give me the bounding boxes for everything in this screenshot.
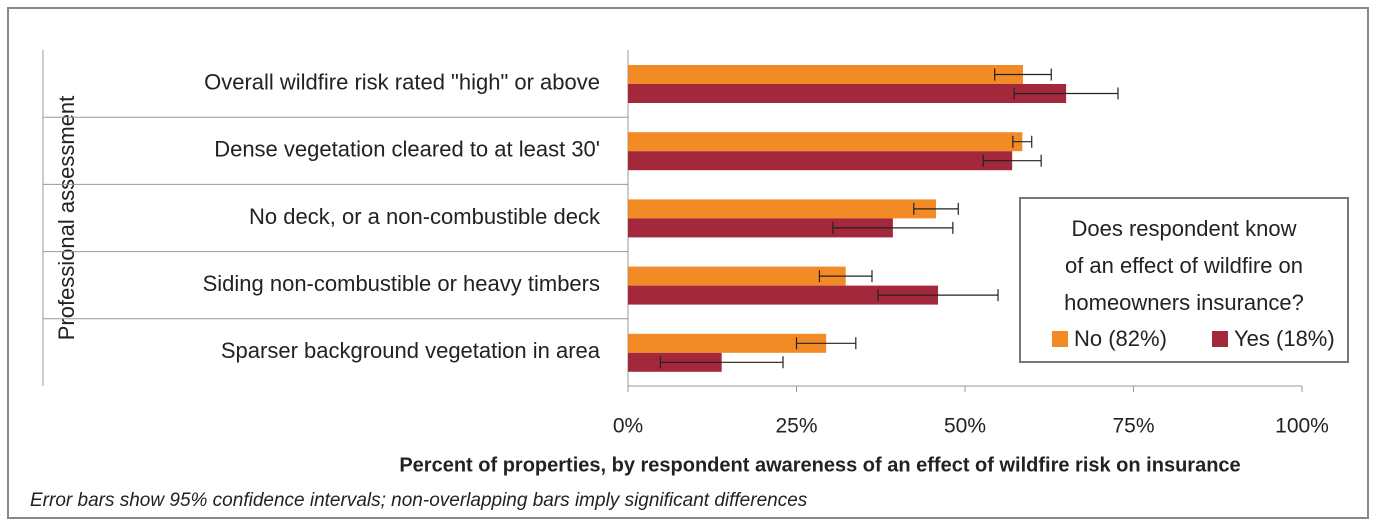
x-tick-label: 100% bbox=[1275, 415, 1329, 438]
bar bbox=[628, 65, 1023, 84]
error-bar bbox=[994, 68, 1052, 81]
legend-title: of an effect of wildfire on bbox=[1065, 253, 1303, 278]
y-tick-label: Dense vegetation cleared to at least 30' bbox=[214, 137, 600, 162]
bar bbox=[628, 266, 846, 286]
x-tick-label: 25% bbox=[775, 415, 817, 438]
bar bbox=[628, 151, 1013, 171]
y-tick-label: Siding non-combustible or heavy timbers bbox=[203, 271, 600, 296]
x-tick-label: 50% bbox=[944, 415, 986, 438]
x-tick-label: 75% bbox=[1112, 415, 1154, 438]
error-bar bbox=[877, 289, 999, 302]
x-tick-label: 0% bbox=[613, 415, 643, 438]
legend-swatch bbox=[1212, 331, 1228, 347]
note: Error bars show 95% confidence intervals… bbox=[30, 490, 808, 511]
legend-title: homeowners insurance? bbox=[1064, 290, 1304, 315]
legend-box bbox=[1019, 197, 1349, 363]
bar bbox=[628, 333, 827, 353]
x-axis-label: Percent of properties, by respondent awa… bbox=[399, 454, 1240, 476]
bar bbox=[628, 218, 893, 238]
bar bbox=[628, 199, 937, 219]
legend-label: No (82%) bbox=[1074, 326, 1167, 351]
bar bbox=[628, 132, 1023, 152]
legend-title: Does respondent know bbox=[1071, 216, 1296, 241]
y-tick-label: Overall wildfire risk rated "high" or ab… bbox=[204, 69, 600, 94]
y-tick-label: No deck, or a non-combustible deck bbox=[249, 204, 601, 229]
bar bbox=[628, 285, 939, 305]
error-bar bbox=[795, 337, 857, 350]
legend-swatch bbox=[1052, 331, 1068, 347]
error-bar bbox=[659, 356, 784, 369]
legend-label: Yes (18%) bbox=[1234, 326, 1335, 351]
error-bar bbox=[982, 154, 1042, 167]
y-axis-label: Professional assessment bbox=[54, 96, 79, 341]
y-tick-label: Sparser background vegetation in area bbox=[221, 338, 601, 363]
error-bar bbox=[1013, 87, 1119, 100]
error-bar bbox=[818, 270, 873, 283]
error-bar bbox=[1012, 135, 1033, 148]
error-bar bbox=[913, 202, 959, 215]
error-bar bbox=[832, 221, 954, 234]
bar bbox=[628, 84, 1067, 103]
